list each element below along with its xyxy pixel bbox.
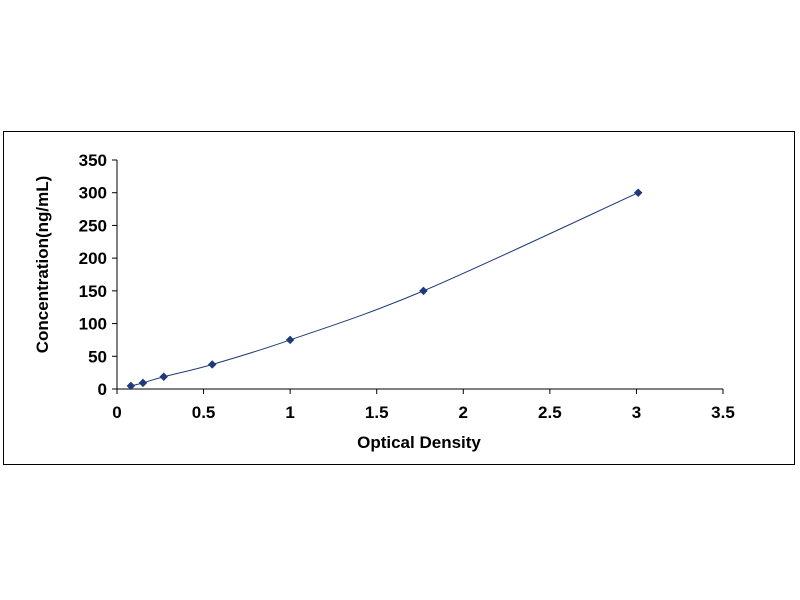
x-tick-label: 0 — [112, 403, 121, 422]
y-axis-ticks: 0 50 100 150 200 250 300 350 — [79, 151, 117, 399]
data-points — [126, 188, 643, 391]
data-point — [126, 381, 136, 391]
y-tick-label: 150 — [79, 282, 107, 301]
data-point — [138, 378, 148, 388]
y-tick-label: 300 — [79, 184, 107, 203]
y-tick-label: 350 — [79, 151, 107, 170]
standard-curve-chart: 0 0.5 1 1.5 2 2.5 3 3.5 0 50 100 150 200 250 300 350 O… — [33, 151, 735, 452]
x-tick-label: 0.5 — [192, 403, 216, 422]
data-point — [207, 360, 217, 369]
y-tick-label: 100 — [79, 315, 107, 334]
axes — [116, 160, 723, 390]
data-point — [633, 188, 643, 198]
x-tick-label: 1.5 — [365, 403, 389, 422]
y-tick-label: 250 — [79, 216, 107, 235]
x-tick-label: 1 — [285, 403, 294, 422]
chart-frame: 0 0.5 1 1.5 2 2.5 3 3.5 0 50 100 150 200 250 300 350 O… — [3, 131, 795, 465]
x-axis-ticks: 0 0.5 1 1.5 2 2.5 3 3.5 — [112, 389, 735, 422]
x-axis-title: Optical Density — [357, 433, 481, 452]
y-tick-label: 50 — [88, 347, 107, 366]
y-tick-label: 0 — [98, 380, 107, 399]
data-point — [285, 335, 295, 345]
y-tick-label: 200 — [79, 249, 107, 268]
x-tick-label: 3 — [632, 403, 641, 422]
x-tick-label: 3.5 — [711, 403, 735, 422]
fit-curve — [130, 192, 639, 387]
data-point — [419, 286, 428, 296]
x-tick-label: 2 — [459, 403, 468, 422]
y-axis-title: Concentration(ng/mL) — [33, 176, 52, 354]
data-point — [159, 372, 169, 382]
x-tick-label: 2.5 — [538, 403, 562, 422]
